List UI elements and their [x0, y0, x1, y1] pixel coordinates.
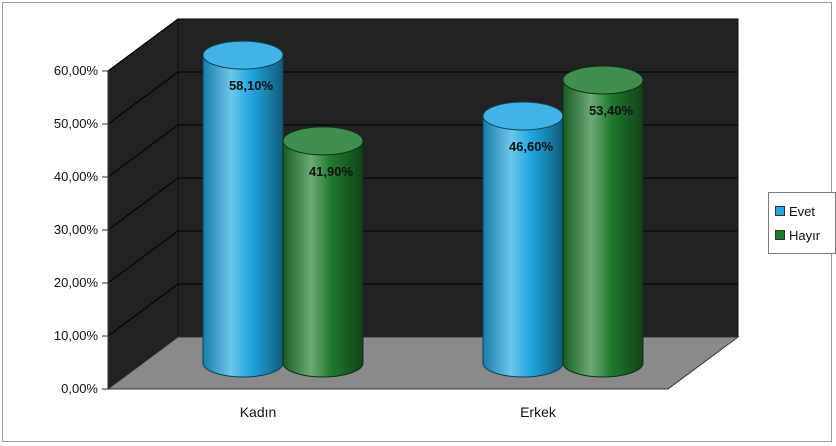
bar-top [202, 40, 284, 70]
legend-item-hayir: Hayır [775, 223, 835, 247]
y-tick-label: 50,00% [54, 116, 99, 131]
x-tick-label: Erkek [520, 404, 557, 420]
bar-hayır-erkek: 53,40% [562, 65, 644, 378]
bar-top [282, 126, 364, 156]
bar-body [482, 115, 564, 378]
legend-label-evet: Evet [789, 203, 816, 219]
gridline [107, 18, 738, 72]
y-tick-label: 40,00% [54, 169, 99, 184]
legend-item-evet: Evet [775, 199, 835, 223]
y-tick-label: 0,00% [61, 381, 98, 396]
y-tick-label: 20,00% [54, 275, 99, 290]
bar-body [562, 79, 644, 378]
legend-swatch-evet [775, 206, 785, 216]
data-label: 46,60% [509, 139, 554, 154]
bar-body [282, 140, 364, 378]
data-label: 53,40% [589, 103, 634, 118]
y-tick-label: 60,00% [54, 63, 99, 78]
gridline [107, 71, 738, 125]
bar-hayır-kadın: 41,90% [282, 126, 364, 378]
bar-evet-erkek: 46,60% [482, 101, 564, 378]
bar-evet-kadın: 58,10% [202, 40, 284, 378]
bar-top [482, 101, 564, 131]
legend-swatch-hayir [775, 230, 785, 240]
x-tick-label: Kadın [240, 404, 277, 420]
legend: Evet Hayır [768, 192, 836, 254]
y-tick-label: 30,00% [54, 222, 99, 237]
bar-body [202, 54, 284, 378]
bar-top [562, 65, 644, 95]
legend-label-hayir: Hayır [789, 227, 821, 243]
data-label: 41,90% [309, 164, 354, 179]
data-label: 58,10% [229, 78, 274, 93]
y-tick-label: 10,00% [54, 328, 99, 343]
